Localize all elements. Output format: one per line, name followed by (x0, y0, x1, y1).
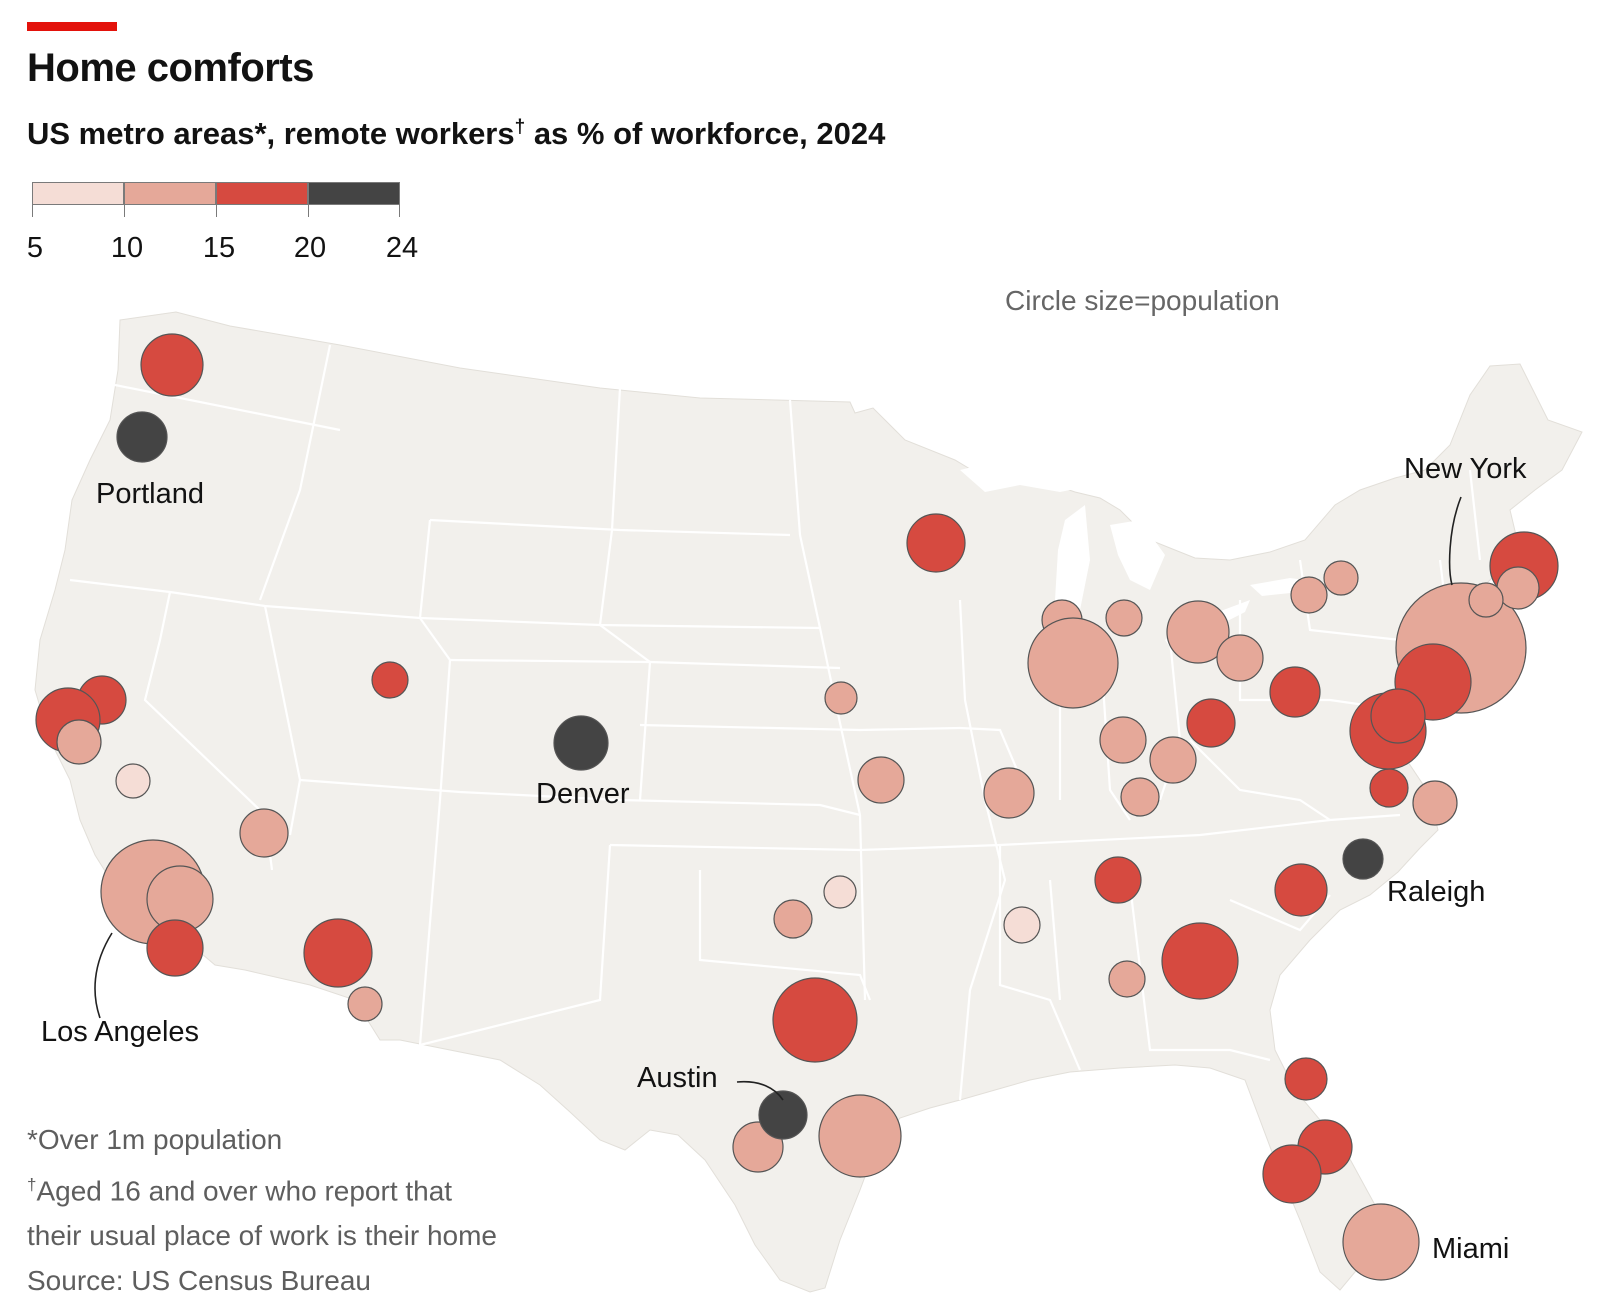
bubble-charlotte (1274, 863, 1328, 917)
bubble-hartford (1468, 582, 1504, 618)
legend-label-24: 24 (385, 232, 419, 264)
bubble-richmond (1369, 768, 1409, 808)
note-definition-text: Aged 16 and over who report that (36, 1175, 453, 1207)
city-labels: Portland Denver Los Angeles Austin New Y… (41, 453, 1527, 1265)
label-portland: Portland (96, 478, 204, 510)
bubble-baltimore (1370, 688, 1426, 744)
note-dagger: † (27, 1175, 37, 1194)
legend-swatch-10-15 (124, 182, 216, 205)
accent-bar (27, 22, 117, 31)
bubble-dallas (772, 977, 858, 1063)
chart-subtitle: US metro areas*, remote workers† as % of… (27, 116, 885, 152)
bubble-st-louis (983, 767, 1035, 819)
legend-tick (399, 205, 400, 217)
legend-label-15: 15 (202, 232, 236, 264)
bubble-phoenix (303, 918, 373, 988)
label-denver: Denver (536, 778, 630, 810)
note-population: *Over 1m population (27, 1124, 283, 1155)
legend-label-20: 20 (293, 232, 327, 264)
note-definition-line2: their usual place of work is their home (27, 1220, 497, 1252)
bubble-virginia-beach (1412, 780, 1458, 826)
bubble-denver (553, 715, 609, 771)
bubble-louisville (1120, 777, 1160, 817)
bubble-oklahoma-city (773, 899, 813, 939)
subtitle-rest: as % of workforce, 2024 (525, 116, 886, 151)
bubble-cincinnati (1149, 736, 1197, 784)
color-legend: 5 10 15 20 24 (27, 182, 418, 264)
bubble-jacksonville (1284, 1057, 1328, 1101)
bubble-atlanta (1161, 922, 1239, 1000)
legend-label-5: 5 (26, 232, 44, 264)
leader-lines (94, 496, 1462, 1101)
bubble-omaha (824, 681, 858, 715)
bubble-minneapolis (906, 513, 966, 573)
bubble-tulsa (823, 875, 857, 909)
legend-swatch-20-24 (308, 182, 400, 205)
bubble-grand-rapids (1105, 599, 1143, 637)
bubble-miami (1342, 1203, 1420, 1281)
lake-huron (1110, 520, 1165, 590)
bubble-cleveland (1216, 634, 1264, 682)
bubble-nashville (1094, 856, 1142, 904)
legend-swatch-15-20 (216, 182, 308, 205)
bubble-houston (818, 1094, 902, 1178)
metro-bubbles (35, 333, 1559, 1281)
bubble-buffalo (1290, 576, 1328, 614)
label-austin: Austin (637, 1062, 718, 1094)
bubble-columbus (1186, 698, 1236, 748)
bubble-san-jose (56, 719, 102, 765)
bubble-salt-lake-city (371, 661, 409, 699)
bubble-memphis (1003, 906, 1041, 944)
label-miami: Miami (1432, 1233, 1509, 1265)
bubble-tampa (1262, 1144, 1322, 1204)
bubble-raleigh (1342, 838, 1384, 880)
bubble-birmingham (1108, 960, 1146, 998)
legend-tick (216, 205, 217, 217)
legend-swatch-5-10 (32, 182, 124, 205)
bubble-austin (758, 1090, 808, 1140)
chart-title: Home comforts (27, 46, 314, 90)
lake-superior (960, 458, 1095, 492)
bubble-seattle (140, 333, 204, 397)
note-definition-line1: †Aged 16 and over who report that (27, 1162, 497, 1213)
label-raleigh: Raleigh (1387, 876, 1485, 908)
bubble-san-diego (146, 919, 204, 977)
bubble-rochester (1323, 560, 1359, 596)
legend-tick (308, 205, 309, 217)
bubble-portland (116, 411, 168, 463)
bubble-tucson (347, 986, 383, 1022)
subtitle-main: US metro areas*, remote workers (27, 116, 515, 151)
legend-tick (124, 205, 125, 217)
note-source: Source: US Census Bureau (27, 1265, 371, 1297)
legend-tick (32, 205, 33, 217)
label-los-angeles: Los Angeles (41, 1016, 199, 1048)
subtitle-dagger: † (514, 116, 526, 138)
size-note: Circle size=population (1005, 285, 1280, 316)
bubble-pittsburgh (1269, 666, 1321, 718)
bubble-kansas-city (857, 756, 905, 804)
bubble-chicago (1027, 617, 1119, 709)
legend-label-10: 10 (110, 232, 144, 264)
bubble-fresno (115, 763, 151, 799)
bubble-las-vegas (239, 808, 289, 858)
footnotes: *Over 1m population †Aged 16 and over wh… (27, 1117, 497, 1303)
bubble-detroit (1166, 600, 1230, 664)
bubble-indianapolis (1099, 716, 1147, 764)
label-new-york: New York (1404, 453, 1527, 485)
